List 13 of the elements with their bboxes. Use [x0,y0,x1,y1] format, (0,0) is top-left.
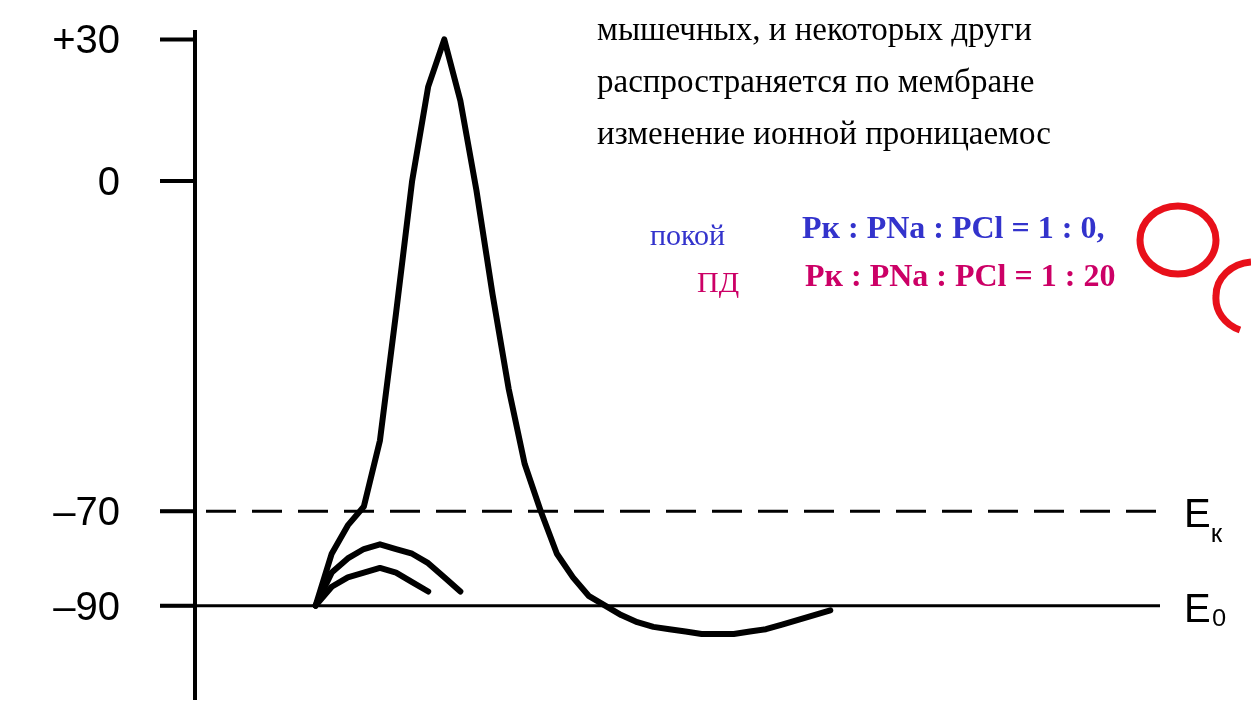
annotation: Pк : PNa : PCl = 1 : 20 [805,257,1116,293]
annotation: Pк : PNa : PCl = 1 : 0, [802,209,1105,245]
y-tick-label: –70 [53,489,120,534]
annotation: покой [650,218,726,251]
annotation: мышечных, и некоторых други [597,11,1032,47]
y-tick-label: 0 [97,158,120,203]
annotation: ПД [697,265,740,298]
ref-line-label: E₀ [1184,585,1228,630]
y-tick-label: +30 [52,17,120,62]
ref-line-label: E$_{к}$ [1184,491,1223,549]
annotation: распространяется по мембране [597,63,1035,99]
annotation: изменение ионной проницаемос [597,115,1051,151]
y-tick-label: –90 [53,583,120,628]
